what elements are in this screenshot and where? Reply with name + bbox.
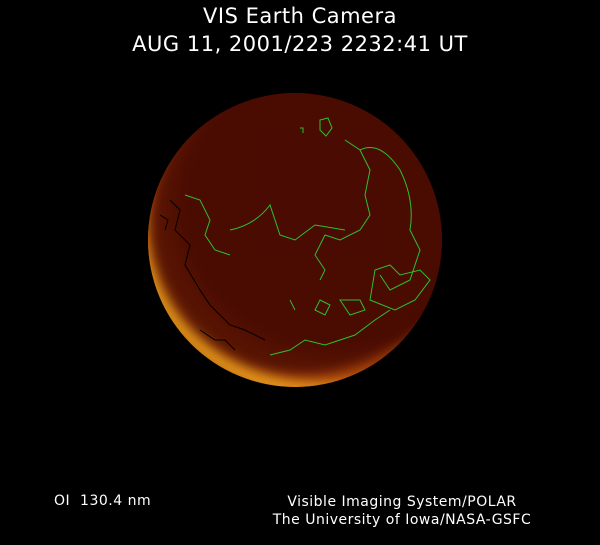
coastlines-night: [159, 199, 266, 351]
aurora-oval: [148, 93, 442, 387]
instrument-label: Visible Imaging System/POLAR: [287, 494, 517, 510]
coastlines-day: [184, 117, 431, 356]
institution-label: The University of Iowa/NASA-GSFC: [272, 512, 532, 528]
image-timestamp: AUG 11, 2001/223 2232:41 UT: [132, 32, 468, 56]
image-title: VIS Earth Camera: [203, 4, 397, 28]
wavelength-label: OI 130.4 nm: [54, 493, 152, 509]
credits: Visible Imaging System/POLAR The Univers…: [252, 493, 552, 529]
